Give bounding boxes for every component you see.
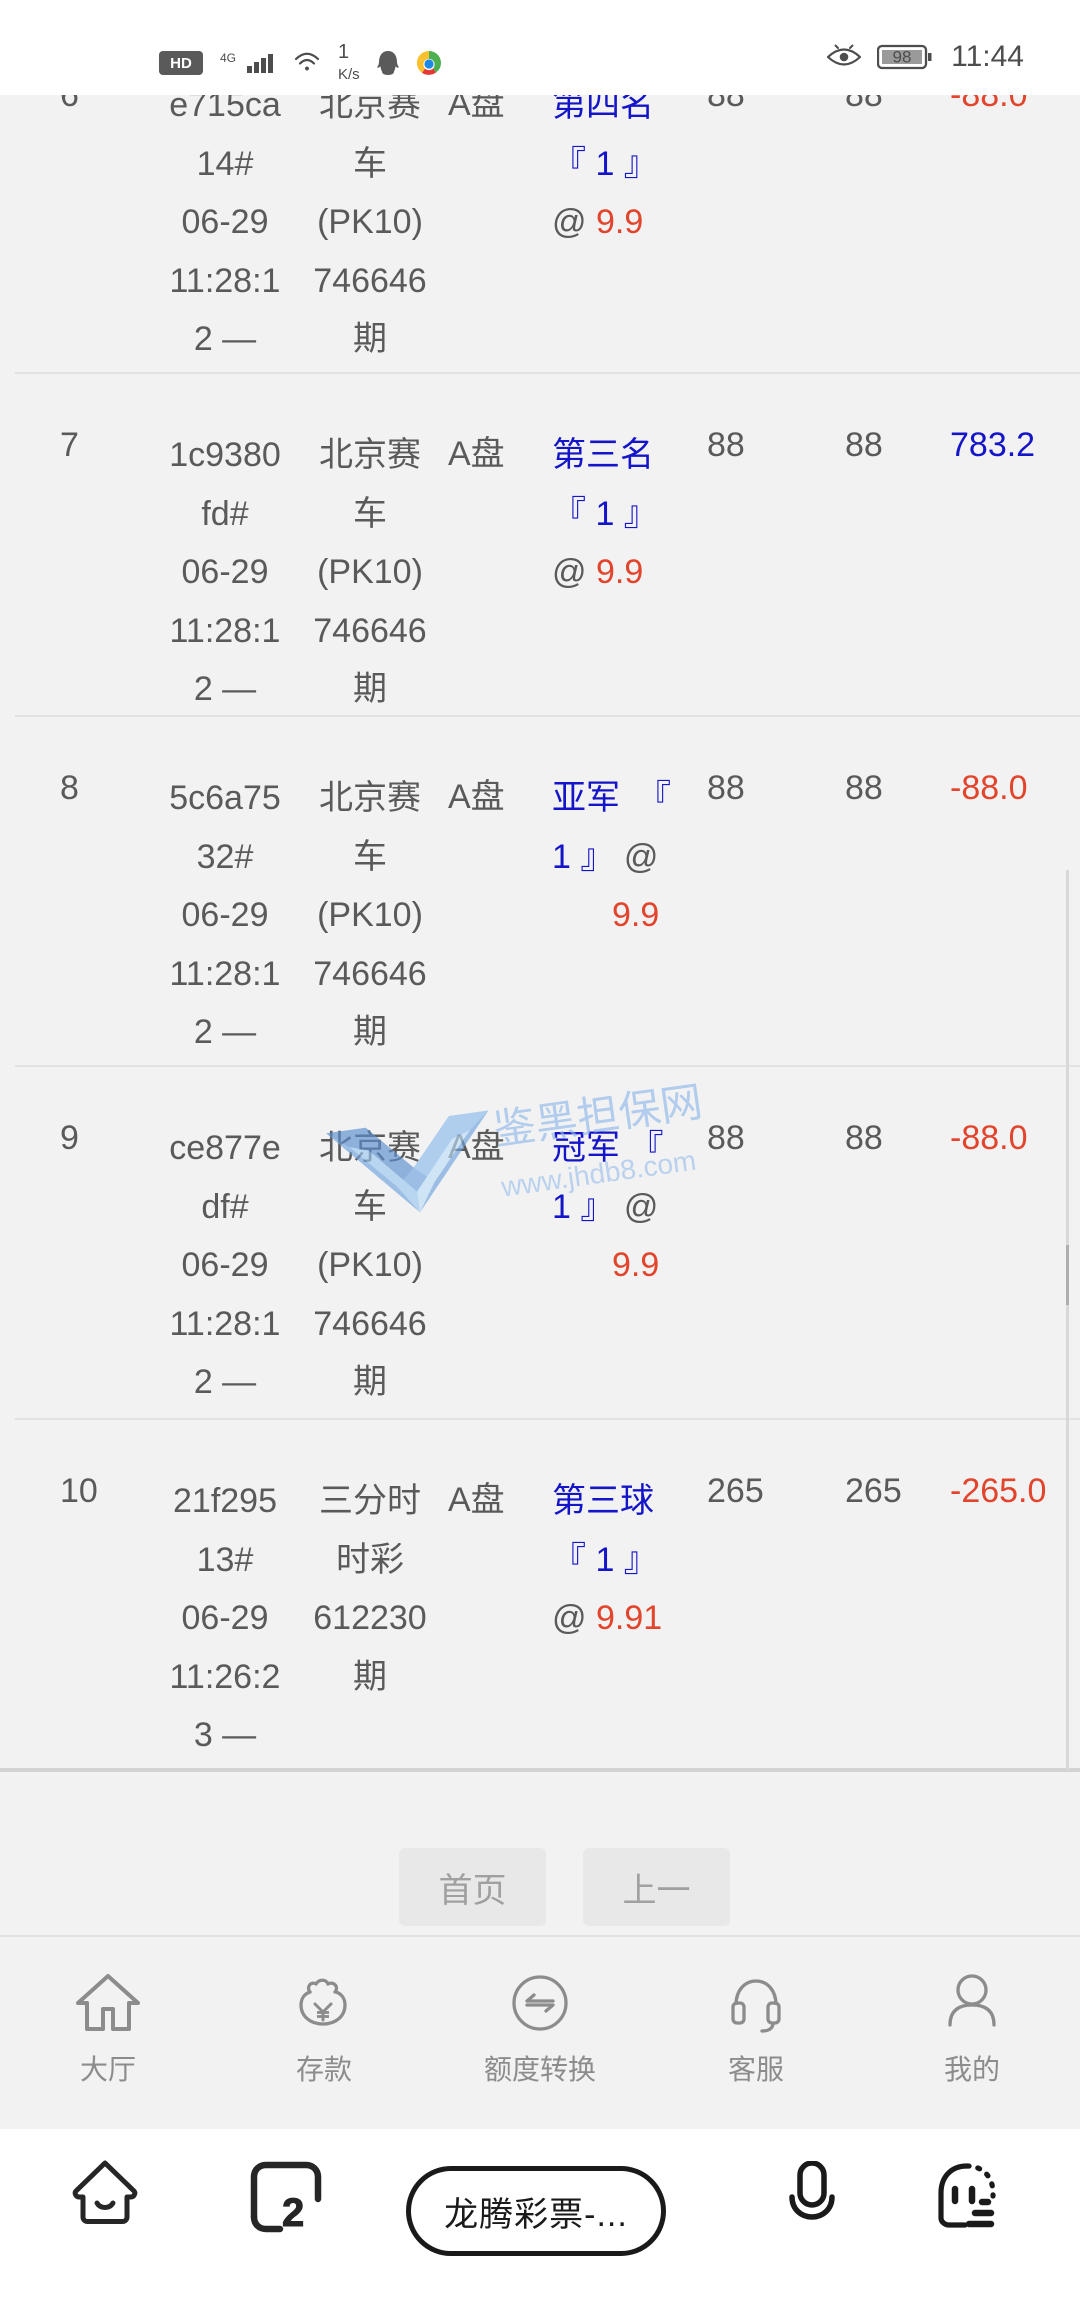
svg-text:2: 2 (282, 2191, 304, 2233)
svg-text:4G: 4G (220, 51, 236, 65)
svg-text:98: 98 (893, 48, 912, 67)
svg-text:HD: HD (170, 55, 192, 72)
